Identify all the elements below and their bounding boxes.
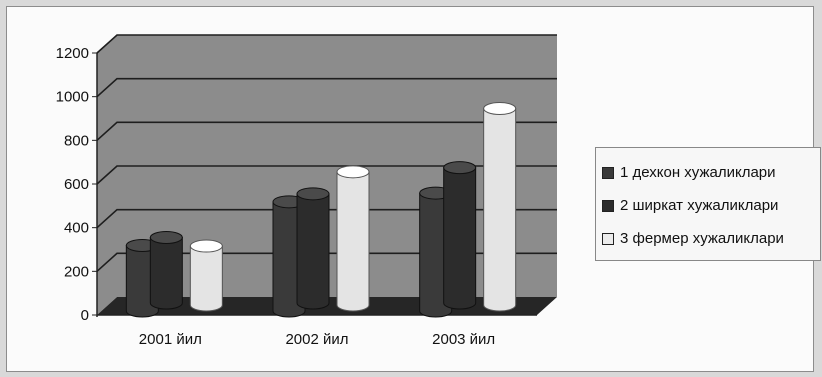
bar-top bbox=[483, 102, 517, 115]
chart-legend: 1 дехкон хужаликлари 2 ширкат хужаликлар… bbox=[595, 147, 821, 261]
bar-top bbox=[149, 231, 183, 244]
bar bbox=[189, 245, 223, 312]
gridline bbox=[96, 34, 557, 54]
x-tick-label: 2003 йил bbox=[432, 331, 495, 348]
bar bbox=[336, 171, 370, 312]
y-tick-label: 200 bbox=[64, 263, 89, 280]
legend-swatch bbox=[602, 166, 614, 179]
bar bbox=[149, 237, 183, 310]
legend-item: 3 фермер хужаликлари bbox=[602, 222, 814, 255]
legend-item: 2 ширкат хужаликлари bbox=[602, 189, 814, 222]
y-tick-label: 400 bbox=[64, 220, 89, 237]
y-tick-label: 0 bbox=[81, 307, 89, 324]
gridline bbox=[96, 165, 557, 185]
gridline bbox=[96, 208, 557, 229]
chart-frame: 0 200 400 600 800 1000 1200 2001 йил 2002 йил 20… bbox=[6, 6, 821, 372]
bar bbox=[443, 167, 477, 310]
bar-top bbox=[443, 161, 477, 175]
legend-label: 1 дехкон хужаликлари bbox=[620, 164, 776, 181]
bar-top bbox=[189, 239, 223, 253]
bar bbox=[483, 108, 517, 312]
gridline bbox=[96, 121, 557, 141]
bar-top bbox=[336, 165, 370, 179]
y-tick-label: 800 bbox=[64, 132, 89, 149]
bar-top bbox=[296, 187, 330, 201]
gridline bbox=[96, 77, 557, 98]
legend-swatch bbox=[602, 232, 614, 245]
legend-label: 3 фермер хужаликлари bbox=[620, 230, 784, 247]
chart-plot: 0 200 400 600 800 1000 1200 2001 йил 2002 йил 20… bbox=[56, 34, 557, 348]
bar bbox=[296, 193, 330, 310]
legend-swatch bbox=[602, 199, 614, 212]
y-tick-label: 600 bbox=[64, 176, 89, 193]
y-tick-label: 1200 bbox=[56, 45, 89, 62]
legend-item: 1 дехкон хужаликлари bbox=[602, 156, 814, 189]
x-tick-label: 2001 йил bbox=[139, 331, 202, 348]
x-tick-label: 2002 йил bbox=[285, 331, 348, 348]
legend-label: 2 ширкат хужаликлари bbox=[620, 197, 779, 214]
y-tick-label: 1000 bbox=[56, 89, 89, 106]
gridline bbox=[96, 252, 557, 272]
